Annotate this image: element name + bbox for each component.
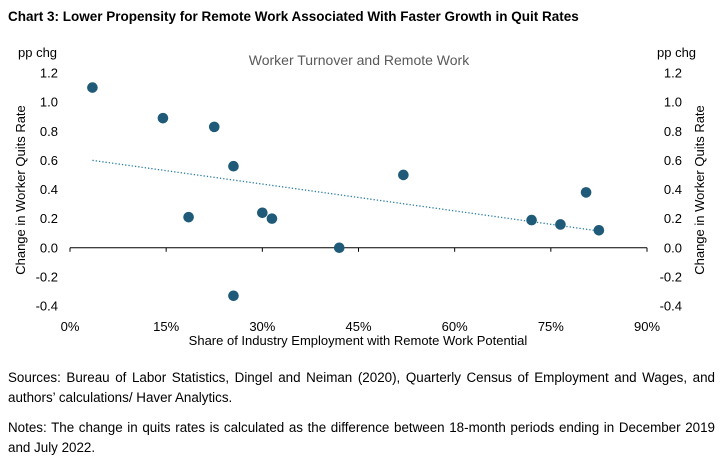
scatter-point <box>526 214 537 226</box>
x-axis-label: Share of Industry Employment with Remote… <box>189 333 528 348</box>
y-tick-label-left: 0.4 <box>40 182 58 197</box>
notes-text: Notes: The change in quits rates is calc… <box>8 420 715 455</box>
scatter-point <box>555 219 566 230</box>
tick-labels: 0% 15% 30% 45% 60% 75% 90%-0.4 -0.4-0.2 -0.20.0 0… <box>36 66 682 335</box>
y-tick-label-right: 0.0 <box>664 240 682 255</box>
y-unit-right: pp chg <box>657 45 696 60</box>
x-tick-label: 45% <box>345 319 371 334</box>
scatter-point <box>333 242 345 254</box>
y-tick-label-right: 0.2 <box>664 211 682 226</box>
y-tick-label-right: 0.4 <box>664 182 682 197</box>
x-tick-label: 90% <box>634 319 660 334</box>
y-tick-label-right: 0.8 <box>664 124 682 139</box>
x-tick-label: 30% <box>249 319 275 334</box>
y-tick-label-left: 0.2 <box>40 211 58 226</box>
scatter-point <box>593 224 605 236</box>
scatter-point <box>266 213 278 224</box>
y-tick-label-right: 1.2 <box>664 66 682 81</box>
y-tick-label-left: 1.2 <box>40 66 58 81</box>
axes <box>69 247 648 252</box>
x-tick-label: 0% <box>61 319 80 334</box>
x-tick-label: 60% <box>442 319 468 334</box>
y-tick-label-left: 1.0 <box>40 95 58 110</box>
y-tick-label-left: 0.6 <box>40 153 58 168</box>
scatter-point <box>183 211 194 223</box>
y-axis-label-left: Change in Worker Quits Rate <box>13 105 28 275</box>
plot-title: Worker Turnover and Remote Work <box>249 52 470 68</box>
scatter-point <box>208 121 220 133</box>
scatter-point <box>257 207 268 219</box>
y-tick-label-left: 0.0 <box>40 240 58 255</box>
y-axis-label-right: Change in Worker Quits Rate <box>692 105 707 275</box>
y-unit-left: pp chg <box>18 45 57 60</box>
scatter-point <box>87 82 98 93</box>
y-tick-label-right: -0.4 <box>660 299 682 314</box>
y-tick-label-left: -0.2 <box>36 269 58 284</box>
scatter-point <box>580 187 592 198</box>
chart-title: Chart 3: Lower Propensity for Remote Wor… <box>8 9 579 24</box>
sources-note: Sources: Bureau of Labor Statistics, Din… <box>8 370 715 405</box>
scatter-point <box>398 169 409 181</box>
y-tick-label-right: -0.2 <box>660 269 682 284</box>
y-tick-label-right: 0.6 <box>664 153 682 168</box>
y-tick-label-left: -0.4 <box>36 299 58 314</box>
scatter-chart: 0% 15% 30% 45% 60% 75% 90%-0.4 -0.4-0.2 -0.20.0 0… <box>13 45 707 348</box>
y-tick-label-left: 0.8 <box>40 124 58 139</box>
scatter-point <box>228 290 239 302</box>
scatter-point <box>157 112 169 124</box>
scatter-point <box>228 160 239 172</box>
data-points <box>87 82 605 302</box>
y-tick-label-right: 1.0 <box>664 95 682 110</box>
x-tick-label: 75% <box>538 319 564 334</box>
trendline <box>92 159 600 232</box>
x-tick-label: 15% <box>153 319 179 334</box>
